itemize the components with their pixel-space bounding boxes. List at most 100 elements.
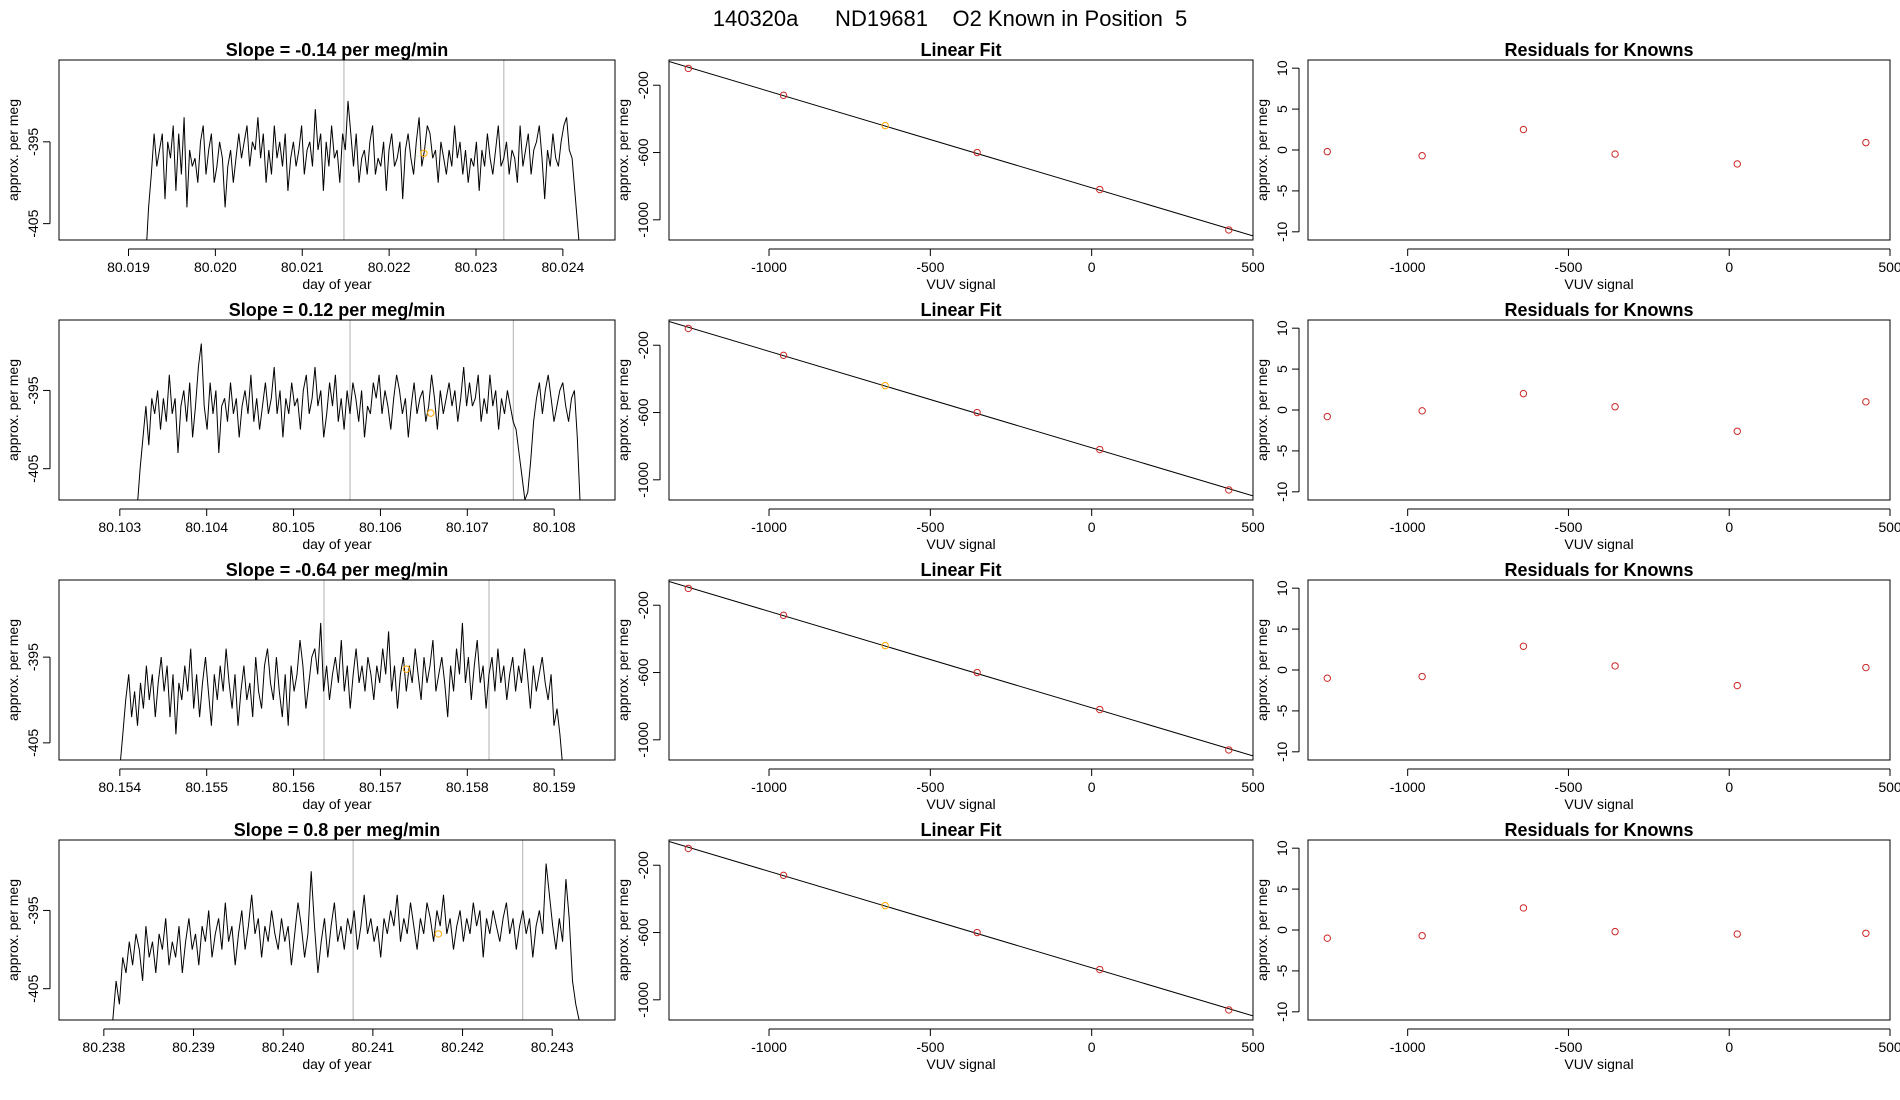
y-tick-label: -600 [635,398,651,426]
x-tick-label: -500 [916,519,944,535]
y-tick-label: 5 [1274,885,1290,893]
x-tick-label: 80.106 [359,519,402,535]
y-axis-label: approx. per meg [615,879,631,981]
x-tick-label: -1000 [1390,1039,1426,1055]
plot-area [669,320,1253,497]
highlight-point [402,665,411,673]
figure-title: 140320a ND19681 O2 Known in Position 5 [713,6,1188,31]
x-tick-label: 80.240 [262,1039,305,1055]
x-axis-label: VUV signal [1564,1056,1633,1072]
y-axis-label: approx. per meg [615,619,631,721]
highlight-point [881,641,889,650]
panel-title: Residuals for Knowns [1504,820,1693,840]
y-tick-label: -200 [635,851,651,879]
x-tick-label: 500 [1241,259,1265,275]
plot-frame [58,839,616,1021]
data-point [1611,150,1619,158]
y-axis-label: approx. per meg [5,619,21,721]
plot-frame [1307,839,1891,1021]
plot-area [146,60,580,240]
series-line [137,343,581,500]
chart-panel: Slope = -0.14 per meg/min day of year appr… [5,40,616,292]
y-tick-label: -200 [635,591,651,619]
x-tick-label: 80.158 [446,779,489,795]
x-tick-label: 80.024 [541,259,584,275]
y-tick-label: 0 [1274,666,1290,674]
y-tick-label: 10 [1274,840,1290,856]
x-axis-label: VUV signal [926,1056,995,1072]
x-tick-label: 80.242 [441,1039,484,1055]
x-tick-label: 80.239 [172,1039,215,1055]
y-axis-label: approx. per meg [1254,359,1270,461]
highlight-point [881,121,889,130]
panel-title: Linear Fit [920,820,1001,840]
x-tick-label: 80.155 [185,779,228,795]
chart-panel: Residuals for Knowns VUV signal approx. pe… [1254,560,1900,812]
data-point [1323,412,1331,421]
x-axis-label: day of year [302,536,372,552]
y-tick-label: 5 [1274,625,1290,633]
highlight-point [427,409,435,417]
x-tick-label: 500 [1878,259,1900,275]
y-tick-label: -5 [1274,184,1290,197]
y-tick-label: -5 [1274,444,1290,457]
x-tick-label: 500 [1241,779,1265,795]
data-point [1611,403,1619,411]
data-point [1519,389,1528,398]
plot-frame [58,579,616,761]
data-point [1096,185,1104,194]
data-point [1862,663,1870,672]
x-tick-label: -500 [916,779,944,795]
data-point [1418,672,1426,681]
data-point [973,668,981,677]
y-axis-label: approx. per meg [1254,619,1270,721]
data-point [1611,927,1619,936]
data-point [1225,1006,1233,1014]
plot-frame [1307,319,1891,501]
x-tick-label: 80.154 [98,779,141,795]
x-tick-label: 80.103 [98,519,141,535]
x-tick-label: 80.238 [82,1039,125,1055]
x-tick-label: -1000 [751,779,787,795]
y-tick-label: -1000 [635,202,651,238]
panel-title: Slope = 0.8 per meg/min [234,820,441,840]
y-tick-label: -1000 [635,462,651,498]
data-point [779,91,788,100]
x-tick-label: 80.157 [359,779,402,795]
y-axis-label: approx. per meg [1254,879,1270,981]
x-tick-label: 80.023 [455,259,498,275]
data-point [1862,929,1870,937]
fit-line [669,60,1253,237]
y-tick-label: -5 [1274,964,1290,977]
y-tick-label: 10 [1274,60,1290,76]
x-tick-label: 500 [1878,1039,1900,1055]
x-tick-label: 500 [1241,519,1265,535]
highlight-point [420,149,428,157]
data-point [1096,705,1104,714]
y-tick-label: 10 [1274,580,1290,596]
x-tick-label: 500 [1878,519,1900,535]
x-tick-label: 0 [1725,519,1733,535]
plot-area [1323,125,1870,168]
data-point [1519,125,1528,134]
x-tick-label: 0 [1725,1039,1733,1055]
y-axis-label: approx. per meg [1254,99,1270,201]
x-tick-label: -500 [1554,519,1582,535]
data-point [1862,138,1870,147]
x-tick-label: 80.019 [107,259,150,275]
y-tick-label: 0 [1274,406,1290,414]
chart-panel: Residuals for Knowns VUV signal approx. pe… [1254,820,1900,1072]
plot-frame [668,319,1254,501]
x-tick-label: -1000 [751,259,787,275]
data-point [1418,932,1426,940]
data-point [1323,147,1331,156]
x-axis-label: VUV signal [1564,796,1633,812]
y-tick-label: 5 [1274,105,1290,113]
y-tick-label: -200 [635,71,651,99]
panel-title: Linear Fit [920,560,1001,580]
x-axis-label: VUV signal [926,536,995,552]
data-point [779,871,788,880]
y-tick-label: -405 [25,209,41,237]
x-tick-label: -500 [1554,259,1582,275]
